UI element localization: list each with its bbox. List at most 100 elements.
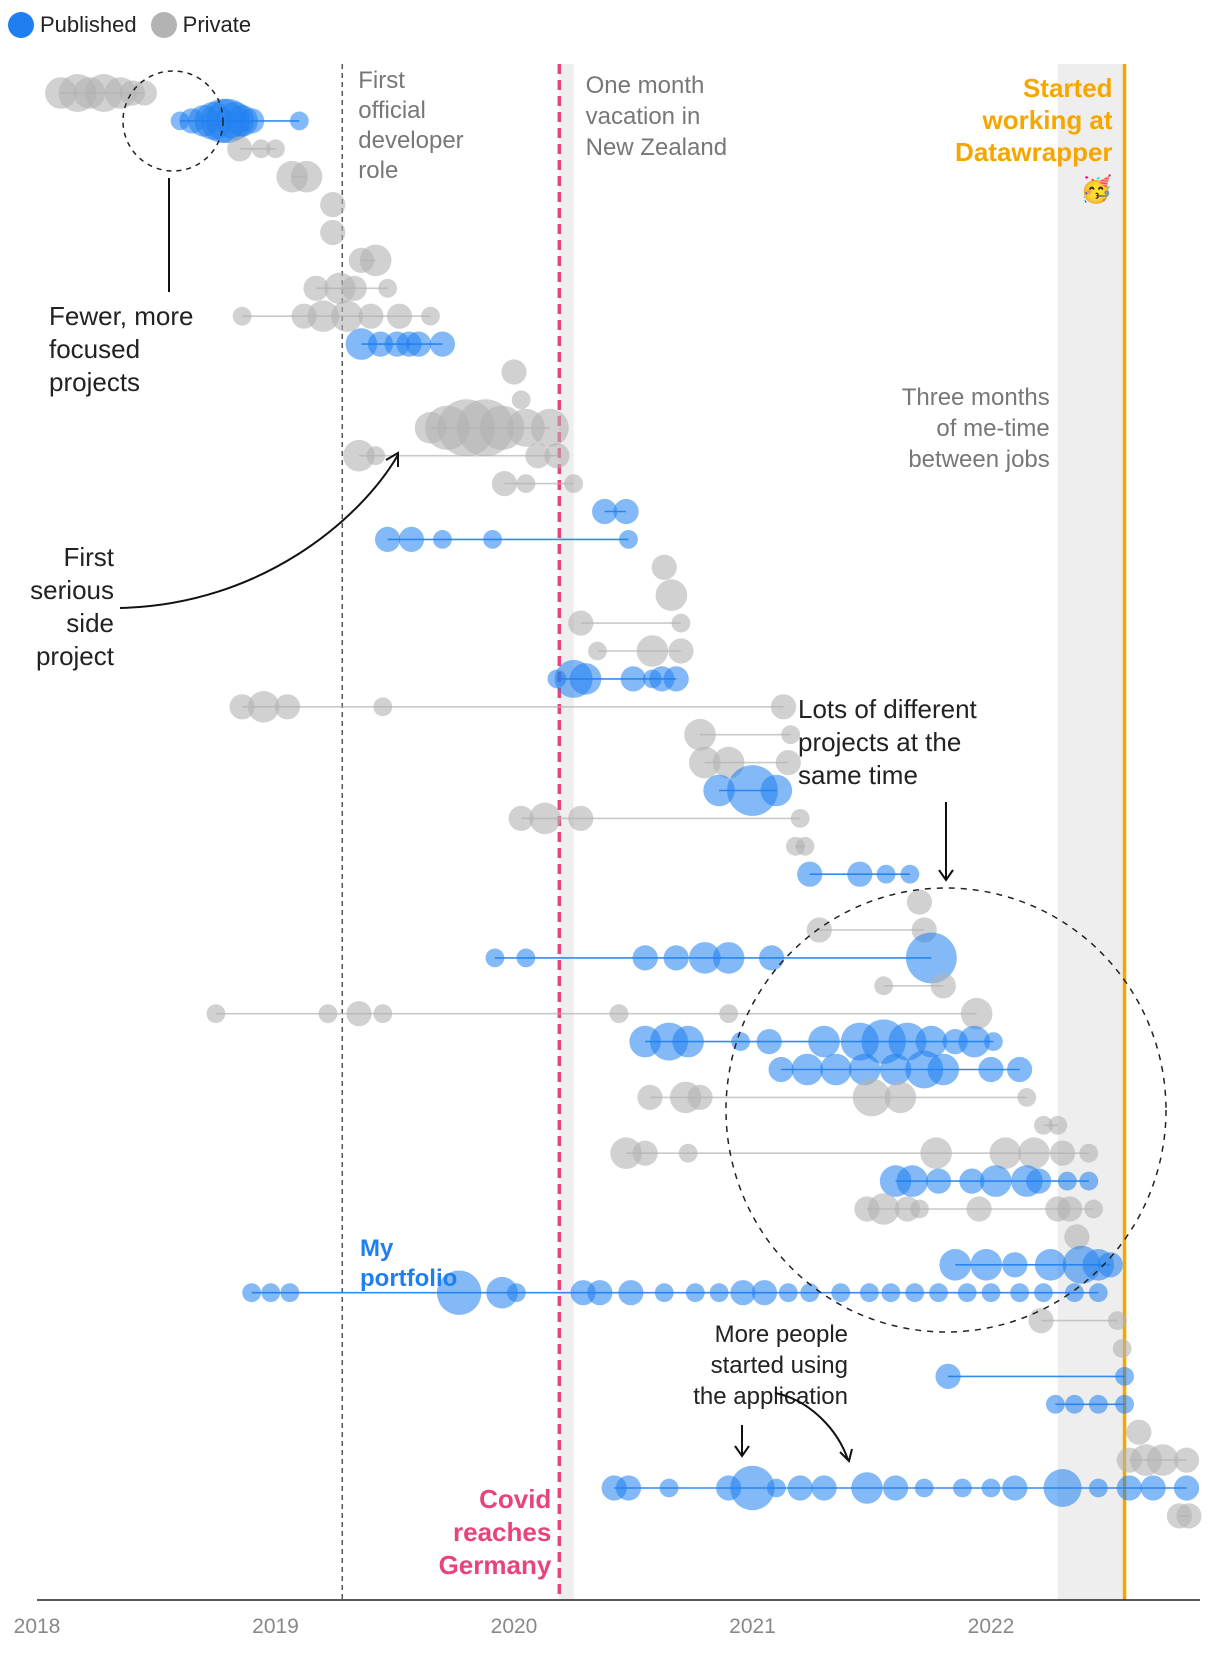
project-point: [659, 1478, 679, 1498]
project-point: [884, 1081, 917, 1114]
more-people-arrowhead-2: [839, 1448, 853, 1463]
project-point: [632, 945, 658, 971]
project-point: [770, 694, 797, 720]
project-point: [672, 1025, 704, 1058]
project-point: [811, 1475, 837, 1501]
project-point: [206, 1004, 226, 1024]
side-project-label-line-2: side: [66, 608, 114, 638]
project-row: [320, 192, 346, 218]
project-row: [689, 746, 801, 779]
project-row: [629, 1019, 1003, 1064]
project-row: [508, 802, 810, 835]
project-point: [1010, 1283, 1030, 1303]
datawrapper-label-line-1: working at: [982, 105, 1113, 135]
project-point: [874, 976, 894, 996]
project-point: [989, 1137, 1022, 1169]
developer-role-label-line-3: role: [358, 157, 398, 184]
legend-private[interactable]: Private: [150, 12, 251, 38]
project-point: [852, 1078, 891, 1117]
shaded-period-0: [559, 64, 574, 1600]
project-row: [786, 836, 815, 856]
me-time-label-line-0: Three months: [902, 384, 1050, 411]
project-point: [927, 1053, 960, 1086]
project-point: [373, 697, 393, 717]
project-row: [1112, 1339, 1132, 1358]
project-point: [491, 471, 518, 497]
project-point: [1079, 1171, 1099, 1191]
project-point: [568, 805, 594, 832]
project-row: [1166, 1503, 1202, 1529]
project-point: [1126, 1419, 1152, 1445]
project-row: [768, 1050, 1033, 1089]
project-point: [1034, 1249, 1067, 1281]
me-time-label-line-1: of me-time: [936, 415, 1049, 442]
project-point: [1116, 1475, 1142, 1501]
more-people-label-line-1: started using: [711, 1352, 848, 1379]
project-point: [242, 1283, 262, 1303]
project-point: [709, 1283, 729, 1303]
project-point: [979, 1165, 1012, 1197]
project-point: [1049, 1140, 1076, 1166]
project-point: [906, 889, 933, 915]
project-point: [1088, 1394, 1108, 1414]
covid-label-line-1: reaches: [453, 1517, 551, 1547]
project-row: [232, 300, 440, 333]
project-point: [274, 694, 301, 720]
legend-published[interactable]: Published: [8, 12, 137, 38]
project-point: [266, 139, 285, 159]
project-point: [1084, 1199, 1103, 1219]
project-point: [859, 1283, 879, 1303]
project-point: [331, 300, 363, 333]
project-point: [436, 1270, 482, 1315]
project-point: [1064, 1224, 1090, 1250]
project-row: [1028, 1308, 1127, 1334]
project-row: [227, 136, 285, 162]
project-point: [712, 746, 745, 779]
project-row: [592, 498, 639, 525]
project-point: [1034, 1283, 1053, 1303]
project-row: [1045, 1394, 1134, 1414]
project-row: [485, 932, 957, 984]
project-point: [879, 1053, 912, 1086]
project-point: [797, 861, 823, 887]
project-point: [525, 443, 551, 469]
project-row: [414, 399, 569, 457]
project-row: [242, 1270, 1108, 1315]
project-point: [485, 948, 505, 968]
more-people-label-line-0: More people: [715, 1321, 848, 1348]
project-row: [651, 554, 677, 580]
focused-projects-label-line-0: Fewer, more: [49, 301, 194, 331]
project-point: [712, 942, 745, 974]
x-tick-label: 2021: [729, 1615, 776, 1638]
project-point: [592, 498, 618, 525]
project-point: [925, 1168, 952, 1194]
project-row: [935, 1363, 1134, 1389]
legend: Published Private: [8, 12, 251, 38]
project-point: [957, 1283, 977, 1303]
project-row: [276, 160, 323, 193]
project-point: [851, 1472, 883, 1504]
project-point: [483, 530, 502, 549]
project-point: [876, 864, 896, 884]
project-point: [1176, 1503, 1202, 1529]
project-point: [787, 1475, 813, 1501]
project-point: [1057, 1171, 1077, 1191]
project-row: [303, 272, 397, 305]
project-point: [619, 530, 638, 549]
lots-of-projects-label-line-2: same time: [798, 760, 918, 790]
project-point: [689, 746, 721, 779]
focused-projects-label-line-2: projects: [49, 367, 140, 397]
portfolio-label-line-0: My: [360, 1235, 394, 1262]
project-point: [847, 861, 873, 887]
project-row: [1126, 1419, 1152, 1445]
project-row: [588, 635, 694, 667]
project-point: [1007, 1056, 1033, 1083]
project-point: [232, 306, 252, 326]
project-point: [587, 1280, 613, 1306]
project-point: [615, 1475, 642, 1501]
project-point: [900, 864, 920, 884]
project-point: [668, 638, 694, 664]
project-row: [320, 219, 346, 246]
lots-of-projects-circle: [725, 887, 1167, 1333]
project-point: [569, 663, 602, 695]
